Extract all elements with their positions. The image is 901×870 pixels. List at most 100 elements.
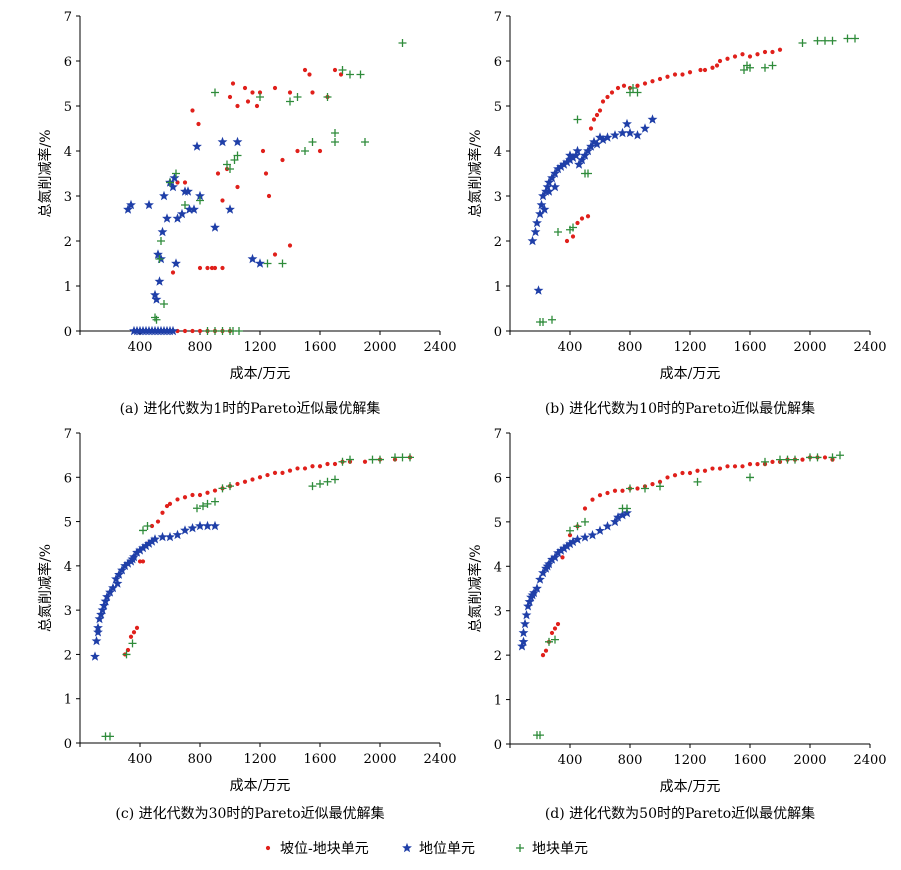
- y-tick-label: 0: [64, 325, 72, 340]
- legend-label: 地块单元: [532, 841, 588, 857]
- legend-item-slope_block: 坡位-地块单元: [265, 841, 369, 857]
- data-point: [552, 626, 558, 631]
- y-tick-label: 3: [494, 605, 502, 620]
- x-tick-label: 1600: [733, 340, 766, 355]
- data-point: [391, 453, 399, 462]
- data-point: [135, 545, 145, 555]
- data-point: [761, 457, 769, 466]
- data-point: [821, 36, 829, 45]
- data-point: [672, 72, 678, 77]
- panel-caption: (b) 进化代数为10时的Pareto近似最优解集: [545, 400, 815, 417]
- data-point: [210, 520, 220, 531]
- data-point: [189, 204, 199, 214]
- data-point: [190, 328, 195, 334]
- data-point: [550, 181, 560, 192]
- data-point: [602, 521, 613, 531]
- data-point: [157, 237, 165, 245]
- data-point: [605, 490, 610, 496]
- data-point: [762, 49, 768, 55]
- data-point: [740, 66, 748, 74]
- data-point: [698, 67, 703, 73]
- data-point: [112, 578, 123, 588]
- data-point: [184, 204, 195, 214]
- legend-marker-block: [516, 844, 524, 852]
- data-point: [205, 490, 210, 495]
- y-tick-label: 2: [64, 235, 72, 250]
- series-block: [101, 453, 414, 741]
- data-point: [776, 455, 784, 464]
- data-point: [310, 464, 315, 469]
- data-point: [226, 165, 234, 173]
- data-point: [286, 97, 294, 106]
- data-point: [255, 258, 265, 268]
- data-point: [725, 56, 730, 61]
- data-point: [211, 88, 219, 97]
- data-point: [536, 731, 544, 740]
- data-point: [263, 259, 272, 268]
- data-point: [633, 88, 642, 97]
- data-point: [665, 74, 670, 79]
- data-point: [155, 255, 164, 263]
- data-point: [543, 648, 549, 653]
- data-point: [168, 325, 178, 336]
- data-point: [791, 455, 799, 464]
- data-point: [209, 265, 215, 271]
- data-point: [361, 138, 369, 146]
- data-point: [617, 127, 628, 138]
- data-point: [598, 134, 608, 144]
- data-point: [232, 136, 243, 147]
- data-point: [235, 184, 240, 190]
- data-point: [768, 61, 777, 70]
- data-point: [144, 199, 154, 210]
- series-slope_block: [540, 455, 835, 658]
- data-point: [617, 510, 628, 520]
- series-site: [527, 114, 658, 295]
- data-point: [613, 512, 623, 522]
- data-point: [218, 327, 227, 335]
- data-point: [203, 327, 212, 335]
- x-tick-label: 2400: [423, 340, 456, 355]
- data-point: [100, 596, 111, 606]
- data-point: [180, 525, 190, 535]
- data-point: [589, 136, 599, 147]
- data-point: [571, 150, 581, 160]
- data-point: [183, 186, 193, 196]
- data-point: [535, 208, 545, 219]
- data-point: [338, 66, 347, 74]
- series-site: [123, 136, 265, 336]
- x-tick-label: 2000: [363, 752, 396, 767]
- y-tick-label: 5: [64, 516, 72, 531]
- data-point: [551, 635, 559, 644]
- data-point: [346, 455, 354, 464]
- data-point: [536, 199, 547, 210]
- data-point: [202, 520, 213, 531]
- data-point: [190, 492, 195, 498]
- data-point: [159, 190, 169, 201]
- data-point: [260, 148, 266, 154]
- chart-panel-a: 0 1 2 3 4 5 6 7 400 800 1200 1600 2000 2400 成本/万元 总氮削减率…: [37, 10, 457, 417]
- data-point: [170, 270, 176, 275]
- data-point: [641, 484, 649, 493]
- data-point: [287, 243, 293, 248]
- legend-marker-slope_block: [265, 845, 271, 851]
- data-point: [310, 90, 315, 95]
- data-point: [263, 171, 269, 176]
- data-point: [323, 477, 332, 486]
- data-point: [317, 464, 323, 469]
- y-tick-label: 7: [494, 427, 502, 442]
- y-tick-label: 5: [494, 516, 502, 531]
- y-tick-label: 5: [494, 100, 502, 115]
- y-tick-label: 6: [494, 55, 502, 70]
- data-point: [828, 36, 837, 45]
- data-point: [150, 289, 160, 300]
- series-site: [90, 520, 220, 661]
- data-point: [376, 455, 384, 464]
- data-point: [761, 63, 769, 72]
- x-axis-title: 成本/万元: [230, 366, 291, 382]
- data-point: [573, 522, 582, 531]
- data-point: [167, 501, 173, 506]
- data-point: [588, 126, 594, 131]
- data-point: [569, 223, 577, 232]
- y-tick-label: 5: [64, 100, 72, 115]
- data-point: [211, 497, 219, 506]
